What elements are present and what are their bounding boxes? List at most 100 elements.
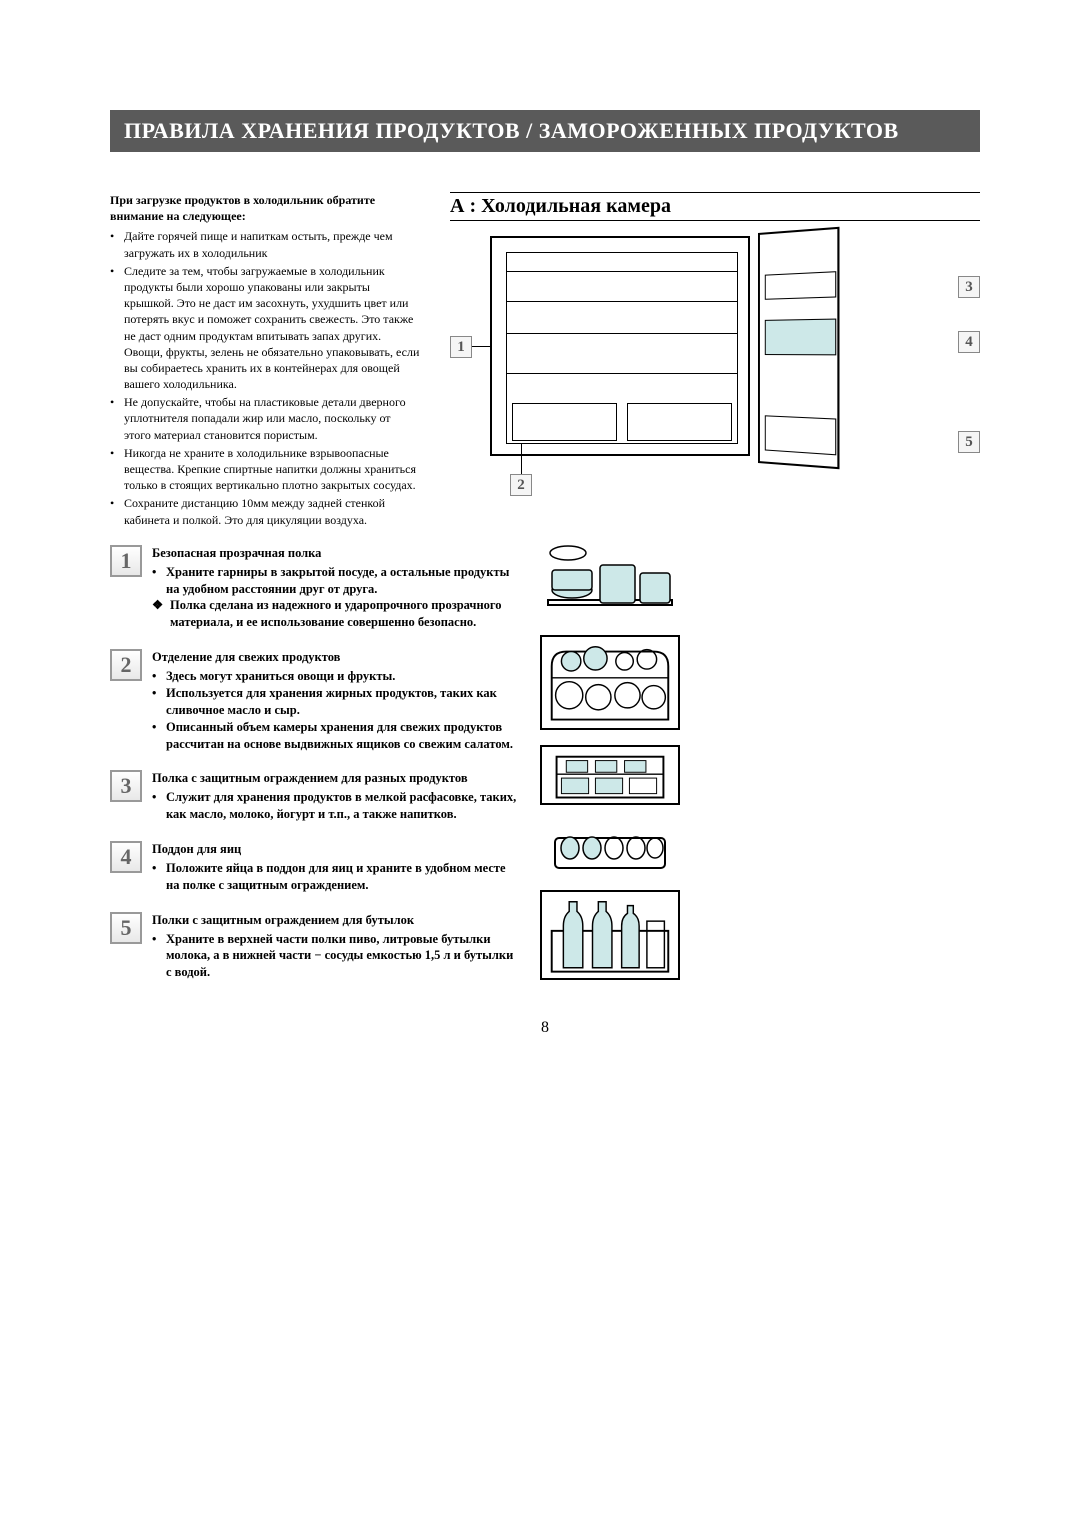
bullet-marker: • [152,564,166,598]
bullet-marker: • [152,685,166,719]
drawer-illustration [540,635,680,730]
bullet-marker: • [110,394,124,443]
door-shelf [765,271,836,300]
egg-tray-icon [540,820,680,875]
number-box: 3 [110,770,142,802]
bullet-text: Следите за тем, чтобы загружаемые в холо… [124,263,420,393]
intro-bullet: •Не допускайте, чтобы на пластиковые дет… [110,394,420,443]
bullet-text: Здесь могут храниться овощи и фрукты. [166,668,395,685]
bullet-text: Служит для хранения продуктов в мелкой р… [166,789,520,823]
bullet-marker: • [152,860,166,894]
callout-1: 1 [450,336,472,358]
bullet-marker: • [152,719,166,753]
item-bullet: •Положите яйца в поддон для яиц и хранит… [152,860,520,894]
item-bullet: •Используется для хранения жирных продук… [152,685,520,719]
item-content: Отделение для свежих продуктов•Здесь мог… [152,649,520,752]
page-number: 8 [110,1019,980,1037]
bullet-text: Используется для хранения жирных продукт… [166,685,520,719]
numbered-item: 4 Поддон для яиц •Положите яйца в поддон д… [110,841,520,894]
item-content: Полка с защитным ограждением для разных … [152,770,520,823]
section-a-title: А : Холодильная камера [450,192,980,221]
special-note: ❖Полка сделана из надежного и ударопрочн… [152,597,520,631]
item-title: Полки с защитным ограждением для бутылок [152,912,520,929]
fridge-door [758,227,839,470]
item-bullets: •Служит для хранения продуктов в мелкой … [152,789,520,823]
main-content: При загрузке продуктов в холодильник обр… [110,192,980,530]
bullet-text: Сохраните дистанцию 10мм между задней ст… [124,495,420,527]
rack-icon [542,747,678,805]
bullet-marker: • [110,228,124,260]
fridge-shelf [507,373,737,374]
item-bullet: •Храните гарниры в закрытой посуде, а ос… [152,564,520,598]
callout-4: 4 [958,331,980,353]
number-box: 1 [110,545,142,577]
number-box: 2 [110,649,142,681]
item-bullets: •Храните в верхней части полки пиво, лит… [152,931,520,982]
bullet-text: Не допускайте, чтобы на пластиковые дета… [124,394,420,443]
fridge-drawer [512,403,617,441]
bullet-marker: • [110,263,124,393]
bottles-icon [542,892,678,979]
fridge-diagram: 1 2 3 4 5 [450,236,980,496]
item-bullet: •Храните в верхней части полки пиво, лит… [152,931,520,982]
fridge-shelf [507,271,737,272]
fridge-shelf [507,333,737,334]
numbered-item: 1 Безопасная прозрачная полка •Храните гар… [110,545,520,631]
numbered-items-section: 1Безопасная прозрачная полка•Храните гар… [110,545,980,999]
egg-illustration [540,820,680,875]
bullet-text: Описанный объем камеры хранения для свеж… [166,719,520,753]
intro-bullet: •Никогда не храните в холодильнике взрыв… [110,445,420,494]
special-text: Полка сделана из надежного и ударопрочно… [170,597,520,631]
bullet-text: Дайте горячей пище и напиткам остыть, пр… [124,228,420,260]
item-content: Безопасная прозрачная полка •Храните гарн… [152,545,520,631]
number-box: 5 [110,912,142,944]
illustrations-col [540,545,680,999]
intro-bullet: •Дайте горячей пище и напиткам остыть, п… [110,228,420,260]
numbered-item: 5 Полки с защитным ограждением для бутыло… [110,912,520,982]
fridge-interior [506,252,738,444]
item-bullets: •Здесь могут храниться овощи и фрукты.•И… [152,668,520,752]
containers-icon [540,545,680,620]
numbered-item: 3 Полка с защитным ограждением для разных… [110,770,520,823]
callout-5: 5 [958,431,980,453]
bullet-marker: • [152,668,166,685]
item-bullet: •Здесь могут храниться овощи и фрукты. [152,668,520,685]
bullet-marker: • [152,789,166,823]
numbered-item: 2Отделение для свежих продуктов•Здесь мо… [110,649,520,752]
fridge-body [490,236,750,456]
item-title: Безопасная прозрачная полка [152,545,520,562]
fridge-drawer [627,403,732,441]
leader-line [521,444,522,474]
intro-lead: При загрузке продуктов в холодильник обр… [110,192,420,224]
door-shelf [765,415,836,455]
item-bullets: •Храните гарниры в закрытой посуде, а ос… [152,564,520,598]
number-box: 4 [110,841,142,873]
shelf-illustration [540,545,680,620]
bullet-text: Никогда не храните в холодильнике взрыво… [124,445,420,494]
item-content: Полки с защитным ограждением для бутылок… [152,912,520,982]
item-bullet: •Описанный объем камеры хранения для све… [152,719,520,753]
item-title: Поддон для яиц [152,841,520,858]
numbered-items-col: 1Безопасная прозрачная полка•Храните гар… [110,545,520,999]
intro-bullets: •Дайте горячей пище и напиткам остыть, п… [110,228,420,527]
intro-column: При загрузке продуктов в холодильник обр… [110,192,420,530]
bullet-text: Храните гарниры в закрытой посуде, а ост… [166,564,520,598]
item-title: Отделение для свежих продуктов [152,649,520,666]
right-column: А : Холодильная камера 1 [450,192,980,530]
page-header: ПРАВИЛА ХРАНЕНИЯ ПРОДУКТОВ / ЗАМОРОЖЕННЫ… [110,110,980,152]
vegetables-icon [542,637,678,729]
callout-2: 2 [510,474,532,496]
item-bullets: •Положите яйца в поддон для яиц и хранит… [152,860,520,894]
door-shelf [765,319,836,356]
bullet-text: Положите яйца в поддон для яиц и храните… [166,860,520,894]
bullet-marker: • [110,445,124,494]
bullet-text: Храните в верхней части полки пиво, литр… [166,931,520,982]
bottles-illustration [540,890,680,980]
special-marker: ❖ [152,597,170,631]
item-content: Поддон для яиц •Положите яйца в поддон дл… [152,841,520,894]
rack-illustration [540,745,680,805]
bullet-marker: • [110,495,124,527]
callout-3: 3 [958,276,980,298]
fridge-shelf [507,301,737,302]
item-bullet: •Служит для хранения продуктов в мелкой … [152,789,520,823]
